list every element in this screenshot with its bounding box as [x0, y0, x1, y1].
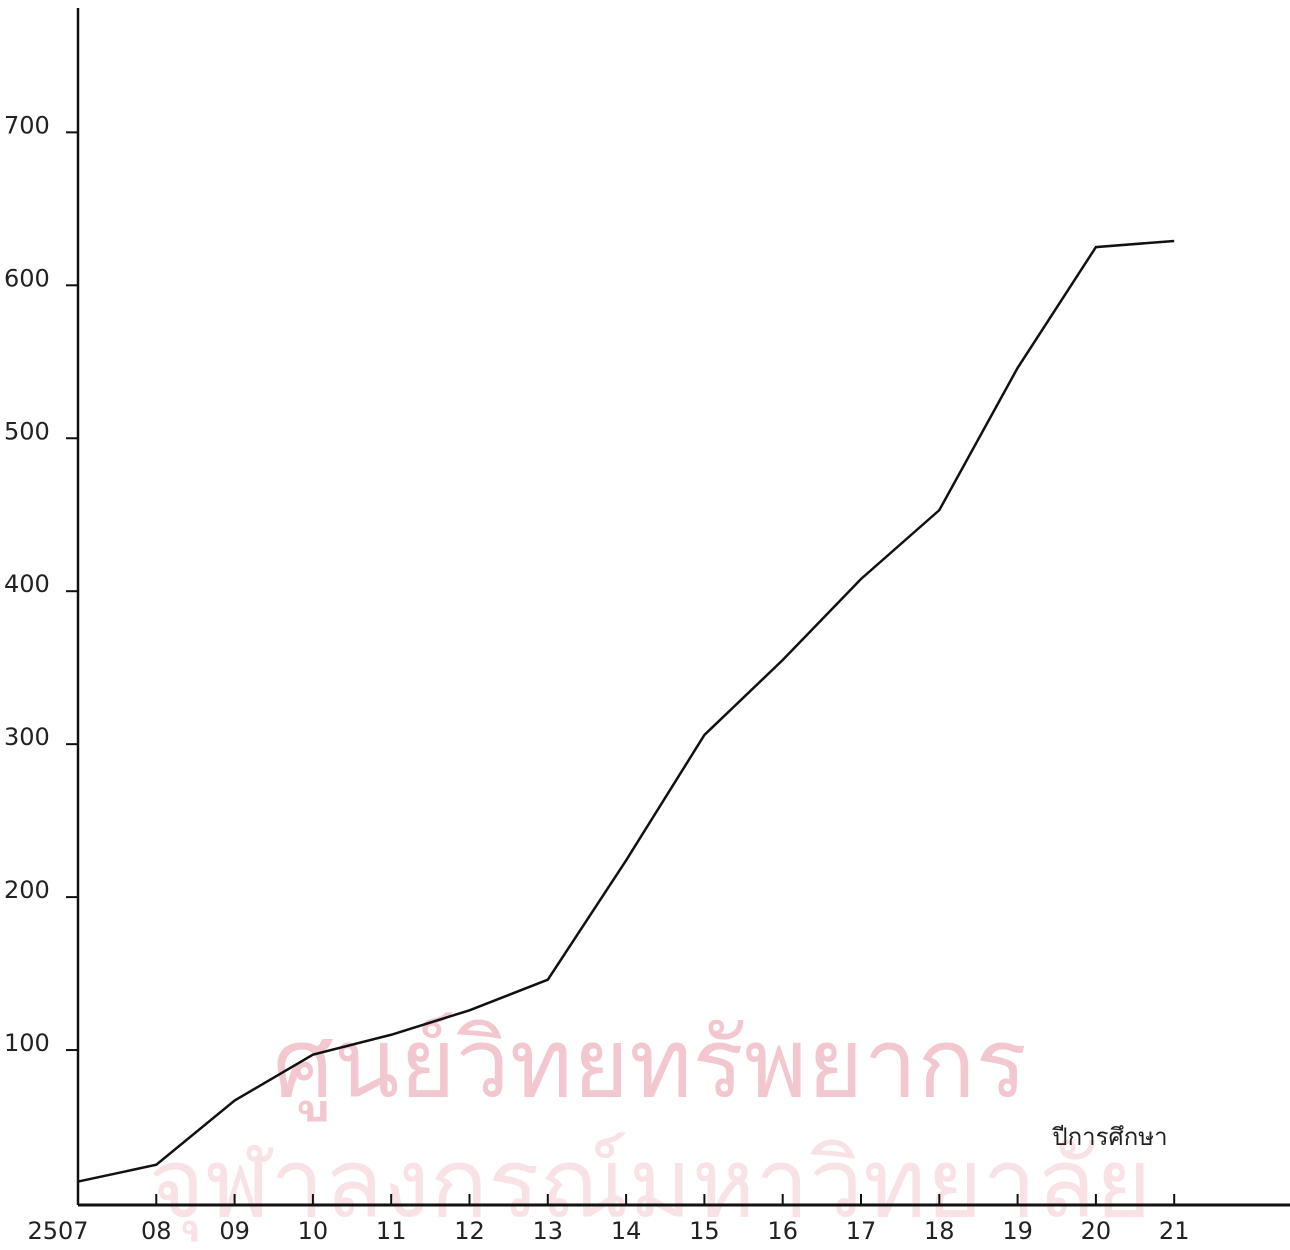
x-tick-label: 12 [454, 1217, 485, 1245]
watermark: ศูนย์วิทยทรัพยากร [273, 1007, 1027, 1121]
y-tick-label: 100 [4, 1029, 50, 1057]
x-tick-label: 15 [689, 1217, 720, 1245]
x-tick-label: 16 [767, 1217, 798, 1245]
x-tick-label: 10 [298, 1217, 329, 1245]
x-tick-label: 2507 [27, 1217, 88, 1245]
watermark: จุฬาลงกรณ์มหาวิทยาลัย [148, 1127, 1151, 1242]
x-tick-label: 11 [376, 1217, 407, 1245]
y-tick-label: 700 [4, 111, 50, 139]
x-axis-label: ปีการศึกษา [1051, 1123, 1167, 1151]
x-tick-label: 17 [846, 1217, 877, 1245]
y-tick-label: 600 [4, 264, 50, 292]
x-tick-label: 08 [141, 1217, 172, 1245]
x-tick-label: 21 [1159, 1217, 1190, 1245]
x-tick-label: 20 [1081, 1217, 1112, 1245]
y-tick-label: 400 [4, 570, 50, 598]
y-tick-label: 200 [4, 876, 50, 904]
line [77, 239, 1175, 1183]
x-tick-label: 18 [924, 1217, 955, 1245]
x-tick-label: 14 [611, 1217, 642, 1245]
y-tick-label: 500 [4, 417, 50, 445]
x-tick-label: 13 [533, 1217, 564, 1245]
x-tick-label: 09 [219, 1217, 250, 1245]
y-tick-label: 300 [4, 723, 50, 751]
x-tick-label: 19 [1002, 1217, 1033, 1245]
